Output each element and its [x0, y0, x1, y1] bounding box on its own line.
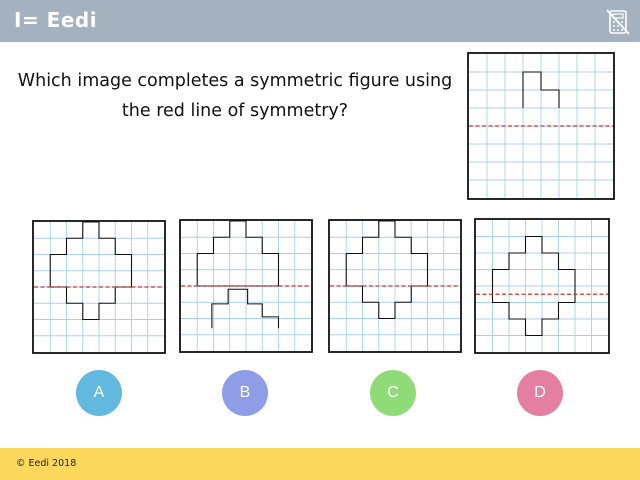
- footer-bar: © Eedi 2018: [0, 448, 640, 480]
- question-line-2: the red line of symmetry?: [121, 101, 349, 121]
- answer-a-button[interactable]: A: [76, 370, 122, 416]
- calculator-crossed-icon: [606, 9, 630, 35]
- answer-c-button[interactable]: C: [370, 370, 416, 416]
- answer-d-button[interactable]: D: [517, 370, 563, 416]
- answer-b-button[interactable]: B: [222, 370, 268, 416]
- option-d-figure[interactable]: [474, 218, 610, 354]
- option-b-figure[interactable]: [179, 219, 313, 353]
- eedi-logo: I= Eedi: [14, 8, 98, 32]
- question-figure: [467, 52, 615, 200]
- copyright-text: © Eedi 2018: [16, 458, 77, 469]
- option-c-figure[interactable]: [328, 219, 462, 353]
- top-bar: I= Eedi: [0, 0, 640, 42]
- question-text: Which image completes a symmetric figure…: [10, 66, 460, 126]
- option-a-figure[interactable]: [32, 220, 166, 354]
- question-line-1: Which image completes a symmetric figure…: [17, 71, 453, 91]
